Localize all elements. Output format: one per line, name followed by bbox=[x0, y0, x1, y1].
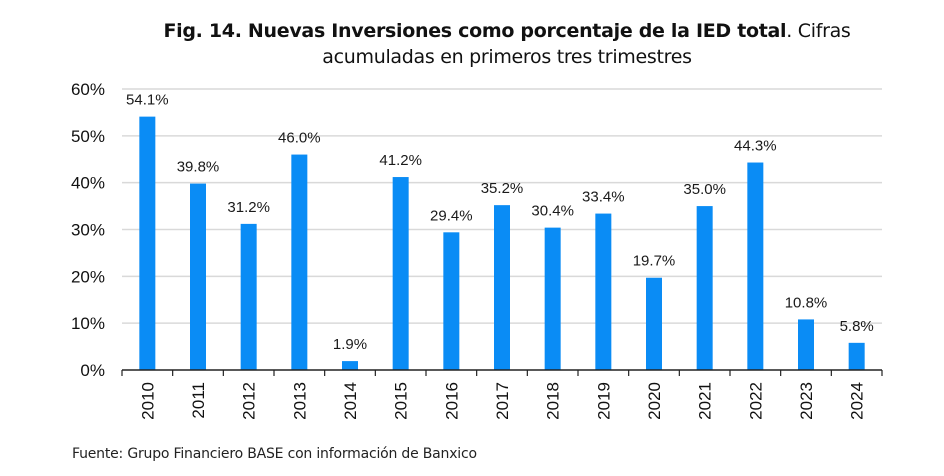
data-label: 39.8% bbox=[177, 159, 220, 176]
data-label: 30.4% bbox=[531, 203, 574, 220]
x-tick-label: 2023 bbox=[797, 382, 816, 420]
bar bbox=[798, 319, 814, 370]
x-tick-label: 2024 bbox=[848, 382, 867, 420]
x-tick-label: 2011 bbox=[189, 382, 208, 419]
x-tick-label: 2019 bbox=[594, 382, 613, 420]
data-label: 35.0% bbox=[683, 181, 726, 198]
bar bbox=[544, 227, 561, 370]
data-label: 1.9% bbox=[333, 336, 367, 353]
bar bbox=[494, 205, 510, 370]
x-axis bbox=[121, 369, 883, 376]
bar bbox=[696, 206, 713, 370]
x-axis-labels: 2010 2011 2012 2013 2014 2015 2016 2017 2018 2019… bbox=[138, 382, 866, 420]
chart-title-rest: . Cifras bbox=[786, 20, 851, 42]
bars bbox=[139, 116, 865, 370]
x-tick-label: 2010 bbox=[138, 382, 157, 420]
x-tick-label: 2012 bbox=[240, 382, 259, 420]
bar bbox=[342, 361, 358, 370]
y-tick-label: 10% bbox=[71, 314, 105, 333]
x-tick-label: 2022 bbox=[746, 382, 765, 420]
bar bbox=[747, 162, 764, 370]
y-tick-label: 60% bbox=[71, 80, 105, 99]
y-tick-label: 50% bbox=[71, 127, 105, 146]
data-label: 41.2% bbox=[379, 152, 422, 169]
x-tick-label: 2020 bbox=[645, 382, 664, 420]
data-label: 19.7% bbox=[633, 253, 676, 270]
chart-title-bold: Fig. 14. Nuevas Inversiones como porcent… bbox=[163, 20, 787, 42]
chart-subtitle: acumuladas en primeros tres trimestres bbox=[322, 46, 692, 68]
data-label: 33.4% bbox=[582, 189, 625, 206]
data-label: 31.2% bbox=[227, 199, 270, 216]
bar bbox=[848, 342, 865, 370]
data-label: 46.0% bbox=[278, 130, 321, 147]
x-tick-label: 2015 bbox=[392, 382, 411, 420]
x-tick-label: 2018 bbox=[544, 382, 563, 420]
y-tick-label: 30% bbox=[71, 221, 105, 240]
y-tick-label: 40% bbox=[71, 174, 105, 193]
chart-title: Fig. 14. Nuevas Inversiones como porcent… bbox=[0, 18, 944, 70]
y-tick-label: 20% bbox=[71, 267, 105, 286]
data-label: 5.8% bbox=[840, 318, 874, 335]
y-axis-ticks: 0% 10% 20% 30% 40% 50% 60% bbox=[71, 80, 105, 380]
x-tick-label: 2014 bbox=[341, 382, 360, 420]
bar bbox=[190, 183, 206, 370]
bar bbox=[392, 177, 409, 370]
bar bbox=[646, 277, 662, 370]
source-note: Fuente: Grupo Financiero BASE con inform… bbox=[72, 446, 477, 462]
data-label: 44.3% bbox=[734, 138, 777, 155]
x-tick-label: 2017 bbox=[493, 382, 512, 420]
bar bbox=[291, 154, 308, 370]
bar bbox=[595, 213, 612, 370]
data-label: 10.8% bbox=[785, 294, 828, 311]
data-label: 35.2% bbox=[481, 180, 524, 197]
x-tick-label: 2013 bbox=[290, 382, 309, 420]
data-label: 54.1% bbox=[126, 92, 169, 109]
x-tick-label: 2021 bbox=[696, 382, 715, 420]
data-label: 29.4% bbox=[430, 207, 473, 224]
bar bbox=[139, 116, 156, 370]
x-tick-label: 2016 bbox=[442, 382, 461, 420]
y-tick-label: 0% bbox=[80, 361, 105, 380]
data-labels: 54.1% 39.8% 31.2% 46.0% 1.9% 41.2% 29.4% 35.2% 3… bbox=[126, 92, 874, 353]
bar bbox=[443, 232, 460, 370]
bar bbox=[240, 223, 257, 370]
